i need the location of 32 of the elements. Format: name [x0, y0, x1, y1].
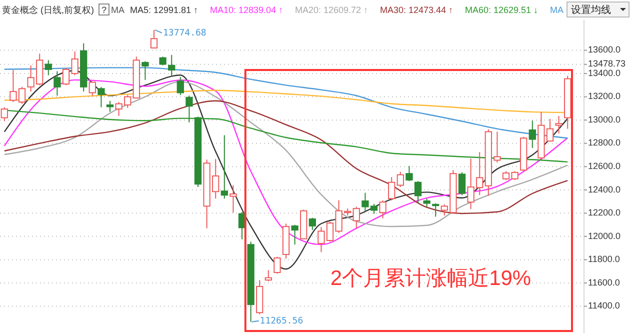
annotation: 11265.56 — [260, 316, 304, 326]
y-tick-label: 12800.0 — [588, 138, 621, 148]
candlestick — [230, 184, 237, 214]
y-tick-label: 13000.0 — [588, 114, 621, 124]
y-tick-label: 13200.0 — [588, 91, 621, 102]
y-tick-label: 12400.0 — [588, 184, 621, 194]
candlestick — [54, 70, 61, 96]
dropdown-button: 设置均线 — [566, 2, 630, 18]
y-tick-label: 13478.73 — [588, 58, 626, 69]
text: MA10: 12839.04 ↑ — [210, 5, 284, 15]
y-tick-label: 11600.0 — [588, 277, 620, 288]
line-series — [4, 100, 568, 214]
candlestick — [555, 115, 562, 134]
y-tick-label: 12200.0 — [588, 208, 621, 218]
y-tick-label: 12000.0 — [588, 230, 621, 241]
y-tick-label: 13600.0 — [588, 44, 621, 55]
candlestick — [168, 54, 176, 78]
candlestick — [528, 120, 536, 148]
chart-title: 黄金概念 (日线,前复权) — [2, 5, 94, 15]
y-tick-label: 11800.0 — [588, 254, 620, 264]
text: MA20: 12609.72 ↑ — [295, 5, 368, 15]
legend-title: MA — [111, 5, 124, 15]
text: MA30: 12473.44 ↑ — [380, 5, 454, 15]
text: MA60: 12629.51 ↓ — [465, 5, 538, 15]
text: MA — [550, 5, 564, 15]
help-button: ? — [98, 4, 110, 16]
y-tick-label: 11400.0 — [588, 300, 620, 311]
annotation: 2个月累计涨幅近19% — [330, 267, 532, 290]
text: MA5: 12991.81 ↑ — [130, 5, 198, 15]
y-tick-label: 13400.0 — [588, 68, 621, 78]
annotation: 13774.68 — [163, 28, 206, 38]
y-tick-label: 12600.0 — [588, 160, 621, 171]
